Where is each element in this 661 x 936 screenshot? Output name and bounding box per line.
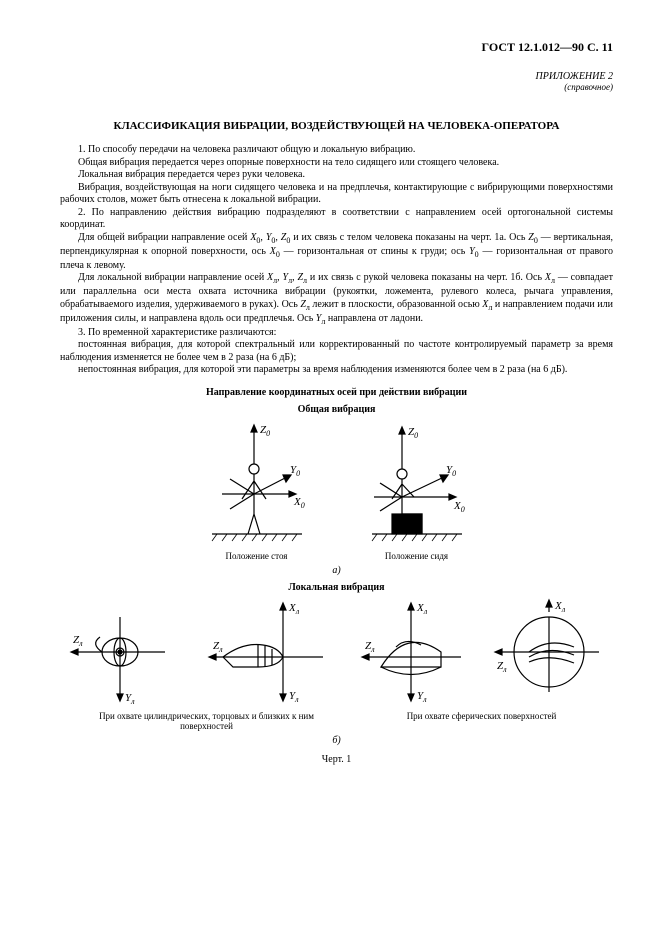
main-title: КЛАССИФИКАЦИЯ ВИБРАЦИИ, ВОЗДЕЙСТВУЮЩЕЙ Н… — [60, 120, 613, 132]
para-7: Для локальной вибрации направление осей … — [60, 272, 613, 327]
hand-cyl2-icon: Xл Zл Yл — [203, 597, 333, 707]
svg-text:X0: X0 — [453, 500, 465, 514]
svg-text:Y0: Y0 — [446, 464, 456, 478]
caption-sph: При охвате сферических поверхностей — [372, 711, 592, 731]
hand-cyl1-icon: Zл Yл — [65, 597, 185, 707]
para-1: 1. По способу передачи на человека разли… — [60, 144, 613, 157]
figure-sitting: Z0 Y0 X0 Положение сидя — [352, 419, 482, 561]
t: лежит в плоскости, образованной осью — [310, 299, 482, 310]
figure-row-local-captions: При охвате цилиндрических, торцовых и бл… — [60, 709, 613, 731]
t: л — [273, 276, 277, 285]
figure-standing: Z0 Y0 X0 Положение стоя — [192, 419, 322, 561]
t: и их связь с рукой человека показаны на … — [307, 272, 545, 283]
svg-text:Xл: Xл — [554, 600, 566, 614]
para-8: 3. По временной характеристике различают… — [60, 327, 613, 340]
page: ГОСТ 12.1.012—90 С. 11 ПРИЛОЖЕНИЕ 2 (спр… — [0, 0, 661, 936]
appendix-block: ПРИЛОЖЕНИЕ 2 (справочное) — [60, 71, 613, 92]
t: — горизонтальная от спины к груди; ось — [280, 246, 469, 257]
t: л — [288, 276, 292, 285]
svg-text:Zл: Zл — [73, 634, 83, 648]
figure-cyl-1: Zл Yл — [65, 597, 185, 707]
doc-number: ГОСТ 12.1.012—90 С. 11 — [60, 40, 613, 55]
figure-sph-1: Xл Zл Yл — [351, 597, 471, 707]
figure-subtitle-general: Общая вибрация — [60, 404, 613, 415]
figure-cyl-2: Xл Zл Yл — [203, 597, 333, 707]
figure-subtitle-local: Локальная вибрация — [60, 582, 613, 593]
para-9: постоянная вибрация, для которой спектра… — [60, 339, 613, 364]
svg-text:Zл: Zл — [213, 640, 223, 654]
svg-text:Zл: Zл — [365, 640, 375, 654]
svg-text:Y0: Y0 — [290, 464, 300, 478]
para-6: Для общей вибрации направление осей X0, … — [60, 232, 613, 273]
caption-cyl: При охвате цилиндрических, торцовых и бл… — [82, 711, 332, 731]
caption-standing: Положение стоя — [192, 551, 322, 561]
svg-text:Yл: Yл — [417, 690, 427, 704]
figure-main-caption: Черт. 1 — [60, 754, 613, 765]
hand-sph1-icon: Xл Zл Yл — [351, 597, 471, 707]
sitting-diagram-icon: Z0 Y0 X0 — [352, 419, 482, 549]
t: и их связь с телом человека показаны на … — [290, 232, 528, 243]
svg-text:Xл: Xл — [416, 602, 428, 616]
para-10: непостоянная вибрация, для которой эти п… — [60, 364, 613, 377]
t: Для локальной вибрации направление осей — [78, 272, 267, 283]
caption-sitting: Положение сидя — [352, 551, 482, 561]
para-5: 2. По направлению действия вибрацию подр… — [60, 207, 613, 232]
body-text: 1. По способу передачи на человека разли… — [60, 144, 613, 377]
para-2: Общая вибрация передается через опорные … — [60, 157, 613, 170]
svg-text:Yл: Yл — [289, 690, 299, 704]
figure-letter-b: б) — [60, 735, 613, 746]
svg-text:Z0: Z0 — [408, 426, 418, 440]
appendix-label: ПРИЛОЖЕНИЕ 2 — [60, 71, 613, 82]
svg-text:Z0: Z0 — [260, 424, 270, 438]
figure-sph-2: Xл Zл — [489, 597, 609, 707]
t: 0 — [256, 236, 260, 245]
para-4: Вибрация, воздействующая на ноги сидящег… — [60, 182, 613, 207]
appendix-note: (справочное) — [60, 82, 613, 92]
svg-text:Zл: Zл — [497, 660, 507, 674]
figure-heading: Направление координатных осей при действ… — [60, 387, 613, 398]
t: Для общей вибрации направление осей — [78, 232, 250, 243]
para-3: Локальная вибрация передается через руки… — [60, 169, 613, 182]
svg-text:X0: X0 — [293, 496, 305, 510]
standing-diagram-icon: Z0 Y0 X0 — [192, 419, 322, 549]
figure-row-local: Zл Yл Xл Zл Yл — [60, 597, 613, 707]
svg-text:Yл: Yл — [125, 692, 135, 706]
t: 0 — [271, 236, 275, 245]
t: направлена от ладони. — [325, 313, 423, 324]
figure-row-general: Z0 Y0 X0 Положение стоя — [60, 419, 613, 561]
svg-text:Xл: Xл — [288, 602, 300, 616]
figure-letter-a: а) — [60, 565, 613, 576]
hand-sph2-icon: Xл Zл — [489, 597, 609, 707]
